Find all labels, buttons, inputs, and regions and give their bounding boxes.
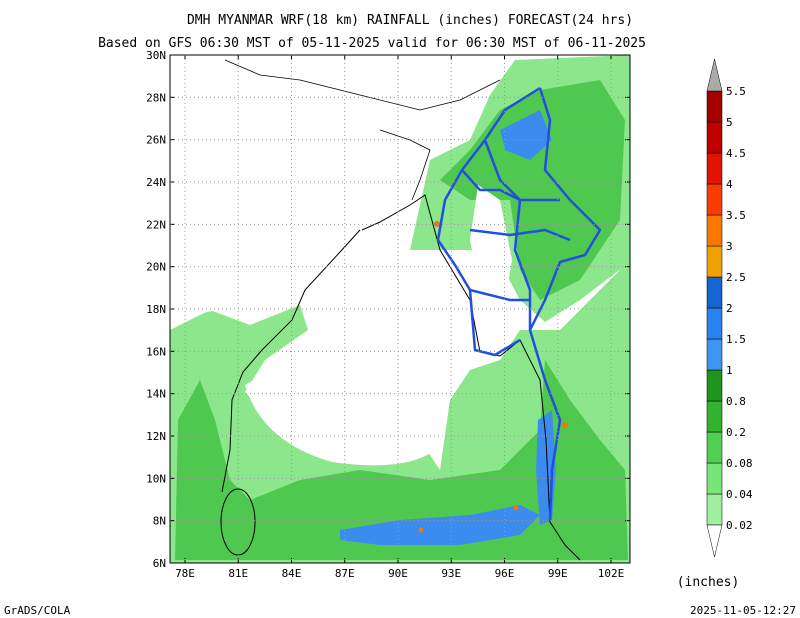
colorbar-label: 0.02 [726,519,753,532]
colorbar-swatch [706,493,723,526]
lat-label: 16N [146,345,166,358]
lon-label: 102E [598,567,625,580]
lon-label: 81E [228,567,248,580]
colorbar-end [706,58,723,92]
admin-boundary [461,169,560,202]
colorbar-swatch [706,369,723,402]
lon-label: 84E [282,567,302,580]
title: DMH MYANMAR WRF(18 km) RAINFALL (inches)… [187,13,633,28]
footer-right: 2025-11-05-12:27 [690,604,796,617]
lon-label: 90E [388,567,408,580]
colorbar-swatch [706,338,723,371]
heavy-rain-spot [513,505,519,511]
colorbar-label: 4.5 [726,147,746,160]
colorbar-swatch [706,276,723,309]
lat-label: 20N [146,261,166,274]
colorbar-label: 0.8 [726,395,746,408]
colorbar-swatch [706,431,723,464]
colorbar-label: 3 [726,240,733,253]
border [224,59,501,111]
heavy-rain-area [340,505,540,545]
colorbar-label: 0.08 [726,457,753,470]
colorbar-label: 5.5 [726,85,746,98]
border [379,129,431,201]
colorbar-label: 5 [726,116,733,129]
colorbar: (inches) 0.02 0.04 0.08 0.2 0.8 1 1.5 2 2.5 3 3.5 4… [677,58,753,590]
colorbar-swatch [706,121,723,154]
dry-area [245,359,432,466]
colorbar-label: 0.2 [726,426,746,439]
colorbar-label: 3.5 [726,209,746,222]
lat-label: 8N [153,515,166,528]
lat-label: 24N [146,176,166,189]
colorbar-swatch [706,245,723,278]
dry-area [470,185,512,320]
lat-label: 14N [146,388,166,401]
subtitle: Based on GFS 06:30 MST of 05-11-2025 val… [98,36,646,51]
colorbar-label: 1.5 [726,333,746,346]
lat-label: 26N [146,134,166,147]
colorbar-label: 1 [726,364,733,377]
admin-boundary [483,139,532,330]
rain-area [440,80,625,300]
lat-label: 10N [146,472,166,485]
lat-label: 30N [146,49,166,62]
lat-label: 28N [146,91,166,104]
colorbar-swatch [706,90,723,123]
heavy-rain-spot [434,221,440,227]
lon-label: 93E [441,567,461,580]
coastline [221,229,361,493]
colorbar-swatch [706,183,723,216]
admin-boundary [528,87,602,521]
heavy-rain-spot [418,527,424,533]
grid [170,54,630,564]
lat-label: 22N [146,218,166,231]
lon-label: 78E [175,567,195,580]
lat-label: 18N [146,303,166,316]
colorbar-swatch [706,214,723,247]
colorbar-swatch [706,307,723,340]
lon-label: 87E [335,567,355,580]
lon-label: 96E [495,567,515,580]
colorbar-swatch [706,400,723,433]
colorbar-label: 2.5 [726,271,746,284]
admin-boundary [436,86,541,357]
map-frame [169,54,631,564]
lon-label: 99E [548,567,568,580]
colorbar-unit: (inches) [677,575,740,590]
colorbar-label: 2 [726,302,733,315]
footer-left: GrADS/COLA [4,604,71,617]
heavy-rain-spot [562,422,568,428]
colorbar-swatch [706,462,723,495]
admin-boundary [469,288,530,302]
map [169,54,631,564]
colorbar-swatch [706,152,723,185]
lat-label: 12N [146,430,166,443]
colorbar-label: 4 [726,178,733,191]
lat-label: 6N [153,557,166,570]
colorbar-label: 0.04 [726,488,753,501]
colorbar-end [706,524,723,558]
dry-area [172,60,410,320]
heavy-rain-area [500,110,552,160]
